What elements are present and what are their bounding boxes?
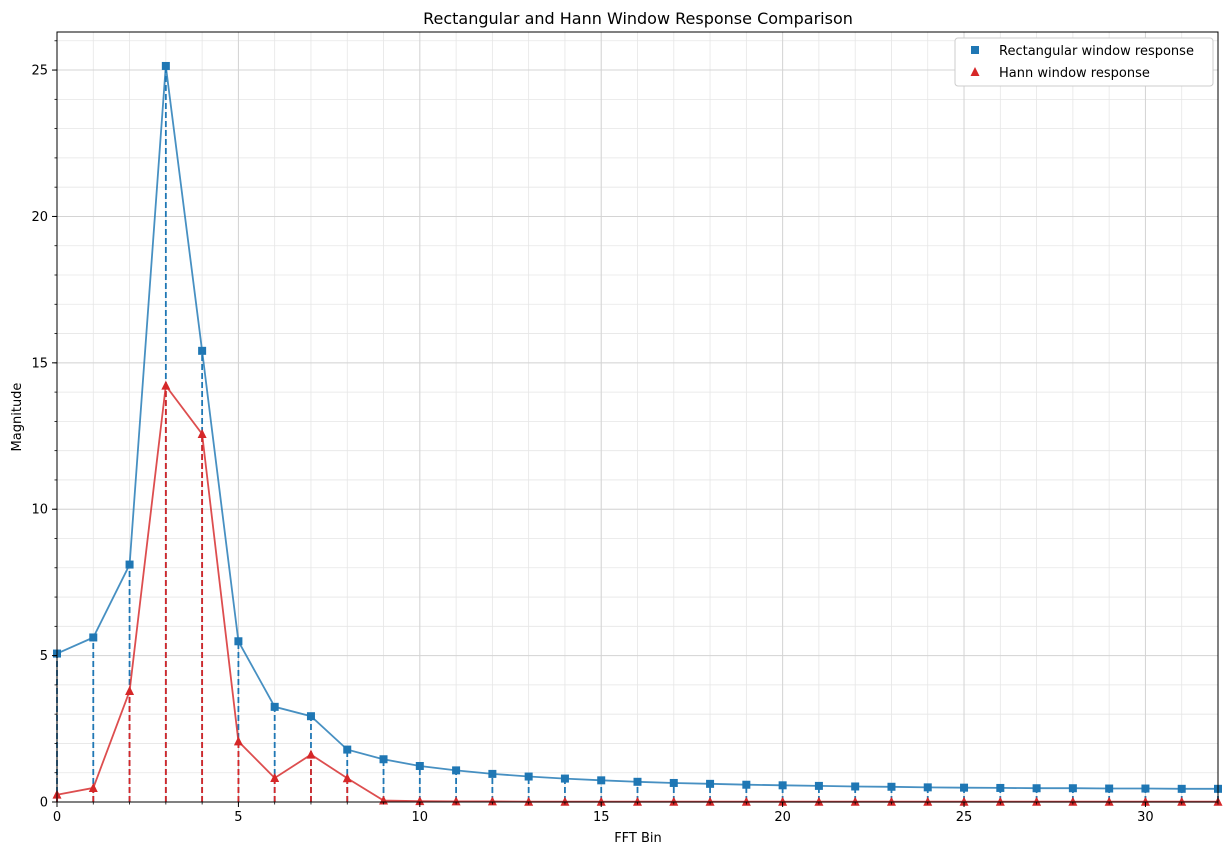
- data-point-rect: [923, 783, 932, 792]
- data-point-rect: [306, 712, 315, 721]
- data-point-hann: [633, 796, 642, 806]
- data-point-hann: [1177, 796, 1187, 806]
- data-point-rect: [488, 769, 497, 778]
- data-point-rect: [887, 782, 896, 791]
- x-tick-label: 10: [412, 810, 429, 825]
- data-point-hann: [1104, 796, 1114, 806]
- data-point-hann: [451, 796, 461, 806]
- y-tick-label: 25: [31, 64, 48, 79]
- axis-ticks: 0 5 10 15 20 25 30 0 5 10 15 20 25: [31, 40, 1219, 825]
- data-point-rect: [669, 778, 678, 787]
- data-point-rect: [415, 761, 424, 770]
- x-tick-label: 15: [593, 810, 610, 825]
- data-point-rect: [706, 779, 715, 788]
- x-axis-label: FFT Bin: [614, 831, 662, 846]
- data-point-rect: [198, 346, 207, 355]
- legend-label-rect: Rectangular window response: [999, 44, 1194, 59]
- data-point-rect: [452, 766, 461, 775]
- data-point-rect: [633, 777, 642, 786]
- x-tick-label: 5: [234, 810, 242, 825]
- data-point-hann: [1068, 796, 1078, 806]
- data-point-hann: [342, 773, 352, 783]
- y-axis-label: Magnitude: [10, 383, 25, 452]
- data-point-rect: [1177, 784, 1186, 793]
- x-tick-label: 0: [53, 810, 61, 825]
- data-point-hann: [161, 380, 171, 390]
- data-point-hann: [487, 796, 497, 806]
- data-point-hann: [415, 796, 425, 806]
- legend-marker-rect: [971, 46, 979, 54]
- data-point-rect: [1141, 784, 1150, 793]
- data-point-rect: [524, 772, 533, 781]
- data-point-hann: [705, 796, 715, 806]
- data-point-rect: [778, 781, 787, 790]
- data-point-hann: [596, 796, 606, 806]
- data-point-hann: [1140, 796, 1150, 806]
- data-point-hann: [524, 796, 534, 806]
- data-point-rect: [560, 774, 569, 783]
- data-point-hann: [923, 796, 933, 806]
- data-point-rect: [343, 745, 352, 754]
- data-point-rect: [161, 61, 170, 70]
- data-point-rect: [125, 560, 134, 569]
- data-point-hann: [197, 428, 207, 438]
- data-point-hann: [814, 796, 824, 806]
- x-tick-label: 20: [774, 810, 791, 825]
- data-point-rect: [234, 637, 243, 646]
- data-point-hann: [995, 796, 1005, 806]
- data-point-rect: [1105, 784, 1114, 793]
- data-point-hann: [741, 796, 751, 806]
- data-point-hann: [560, 796, 570, 806]
- y-tick-label: 5: [40, 649, 48, 664]
- data-point-hann: [778, 796, 788, 806]
- y-tick-label: 15: [31, 356, 48, 371]
- data-point-rect: [814, 781, 823, 790]
- data-point-hann: [850, 796, 860, 806]
- legend-box: [954, 37, 1214, 87]
- legend-marker-hann: [970, 67, 980, 76]
- data-point-hann: [125, 686, 135, 696]
- data-point-hann: [669, 796, 679, 806]
- legend: Rectangular window response Hann window r…: [954, 37, 1214, 87]
- data-point-rect: [270, 702, 279, 711]
- data-point-rect: [597, 776, 606, 785]
- data-point-rect: [742, 780, 751, 789]
- data-point-rect: [1032, 784, 1041, 793]
- data-point-hann: [886, 796, 896, 806]
- x-tick-label: 30: [1137, 810, 1154, 825]
- data-point-rect: [996, 783, 1005, 792]
- x-tick-label: 25: [956, 810, 973, 825]
- data-point-hann: [306, 749, 316, 759]
- data-point-hann: [270, 772, 280, 782]
- data-point-rect: [1068, 784, 1077, 793]
- chart-title: Rectangular and Hann Window Response Com…: [423, 9, 853, 28]
- data-point-hann: [959, 796, 969, 806]
- data-point-rect: [89, 633, 98, 642]
- y-tick-label: 10: [31, 503, 48, 518]
- legend-label-hann: Hann window response: [999, 66, 1150, 81]
- y-tick-label: 20: [31, 210, 48, 225]
- data-point-hann: [1032, 796, 1042, 806]
- y-tick-label: 0: [40, 796, 48, 811]
- data-point-rect: [851, 782, 860, 791]
- data-point-hann: [88, 782, 98, 792]
- data-point-rect: [960, 783, 969, 792]
- data-point-hann: [233, 736, 243, 746]
- data-point-rect: [379, 755, 388, 764]
